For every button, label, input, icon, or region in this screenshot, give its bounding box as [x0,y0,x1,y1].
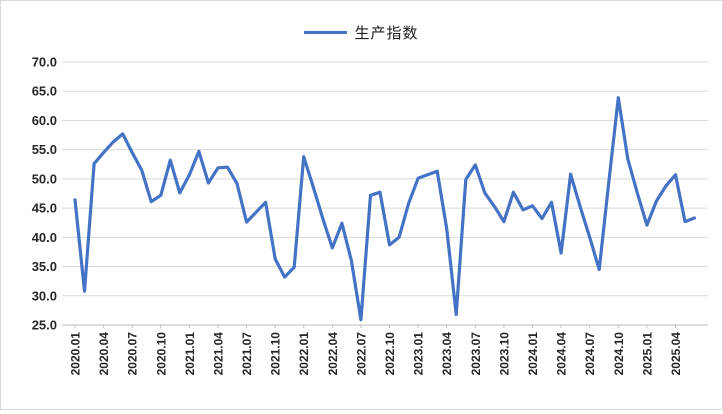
x-axis-tick-label: 2023.07 [469,332,483,376]
x-axis-tick-label: 2024.01 [526,332,540,376]
y-axis-tick-label: 45.0 [32,201,57,216]
x-axis-tick-label: 2024.04 [555,332,569,376]
y-axis-tick-label: 65.0 [32,84,57,99]
x-axis-tick-label: 2025.01 [640,332,654,376]
x-axis-tick-label: 2020.04 [97,332,111,376]
x-axis-tick-label: 2020.07 [126,332,140,376]
x-axis-tick-label: 2025.04 [669,332,683,376]
y-axis-tick-label: 40.0 [32,230,57,245]
y-axis-tick-label: 60.0 [32,113,57,128]
y-axis-tick-label: 30.0 [32,288,57,303]
series-line-production-index [73,96,697,322]
x-axis-tick-label: 2020.10 [154,332,168,376]
y-axis-tick-label: 70.0 [32,55,57,70]
x-axis-tick-label: 2022.10 [383,332,397,376]
x-axis-tick-label: 2023.01 [412,332,426,376]
x-axis-tick-label: 2021.01 [183,332,197,376]
x-axis-tick-label: 2021.10 [269,332,283,376]
x-axis-tick-label: 2022.01 [297,332,311,376]
x-axis-tick-label: 2023.10 [497,332,511,376]
x-axis-tick-label: 2021.04 [211,332,225,376]
y-axis-tick-label: 55.0 [32,142,57,157]
x-axis-tick-label: 2024.10 [612,332,626,376]
y-axis-tick-label: 25.0 [32,318,57,333]
x-axis-tick-label: 2021.07 [240,332,254,376]
x-axis-tick-label: 2023.04 [440,332,454,376]
x-axis-tick-label: 2020.01 [69,332,83,376]
x-axis-tick-label: 2022.07 [354,332,368,376]
x-axis-tick-label: 2022.04 [326,332,340,376]
y-axis-tick-label: 50.0 [32,171,57,186]
x-axis-tick-label: 2024.07 [583,332,597,376]
y-axis-tick-label: 35.0 [32,259,57,274]
